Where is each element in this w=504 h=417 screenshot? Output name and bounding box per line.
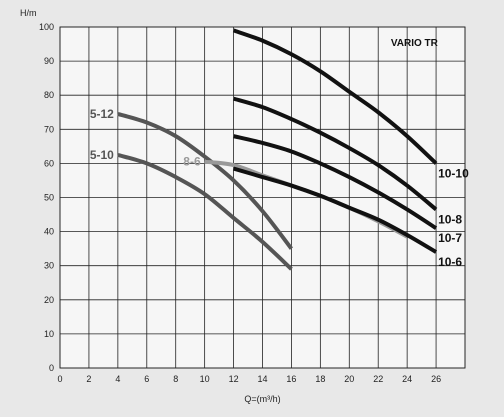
y-tick-label: 10 — [44, 329, 54, 339]
chart-title: VARIO TR — [391, 38, 439, 49]
x-tick-label: 16 — [286, 374, 296, 384]
y-axis-label: H/m — [20, 8, 37, 18]
x-tick-label: 26 — [431, 374, 441, 384]
x-axis-label: Q=(m³/h) — [244, 394, 280, 404]
y-tick-label: 70 — [44, 124, 54, 134]
x-tick-label: 24 — [402, 374, 412, 384]
series-label-5-10: 5-10 — [90, 148, 114, 162]
tick-labels: 0 2 4 6 8 10 12 14 16 18 20 22 24 2601020304050607080… — [39, 22, 441, 384]
series-label-5-12: 5-12 — [90, 107, 114, 121]
series-label-10-7: 10-7 — [438, 231, 462, 245]
x-tick-label: 12 — [229, 374, 239, 384]
series-line-10-6 — [233, 166, 438, 254]
x-tick-label: 14 — [257, 374, 267, 384]
x-tick-label: 0 — [57, 374, 62, 384]
series-lines — [117, 28, 438, 271]
x-tick-label: 20 — [344, 374, 354, 384]
y-tick-label: 50 — [44, 193, 54, 203]
x-tick-label: 6 — [144, 374, 149, 384]
series-line-10-10 — [232, 28, 438, 165]
y-tick-label: 100 — [39, 22, 54, 32]
grid-lines — [59, 26, 466, 369]
x-tick-label: 2 — [86, 374, 91, 384]
series-line-5-10 — [117, 152, 293, 271]
y-tick-label: 0 — [49, 363, 54, 373]
x-tick-label: 4 — [115, 374, 120, 384]
x-tick-label: 22 — [373, 374, 383, 384]
series-line-10-8 — [233, 96, 438, 211]
y-tick-label: 30 — [44, 261, 54, 271]
series-label-8-6: 8-6 — [183, 155, 201, 169]
y-tick-label: 40 — [44, 227, 54, 237]
y-tick-label: 80 — [44, 90, 54, 100]
series-label-10-8: 10-8 — [438, 212, 462, 226]
series-labels: 5-12 5-10 8-6 10-10 10-8 10-7 10-6 — [90, 107, 469, 269]
series-label-10-10: 10-10 — [438, 166, 469, 180]
series-line-10-7 — [233, 134, 438, 230]
y-tick-label: 60 — [44, 158, 54, 168]
x-tick-label: 18 — [315, 374, 325, 384]
series-label-10-6: 10-6 — [438, 255, 462, 269]
x-tick-label: 10 — [200, 374, 210, 384]
y-tick-label: 20 — [44, 295, 54, 305]
x-tick-label: 8 — [173, 374, 178, 384]
y-tick-label: 90 — [44, 56, 54, 66]
series-line-5-12 — [117, 112, 294, 250]
